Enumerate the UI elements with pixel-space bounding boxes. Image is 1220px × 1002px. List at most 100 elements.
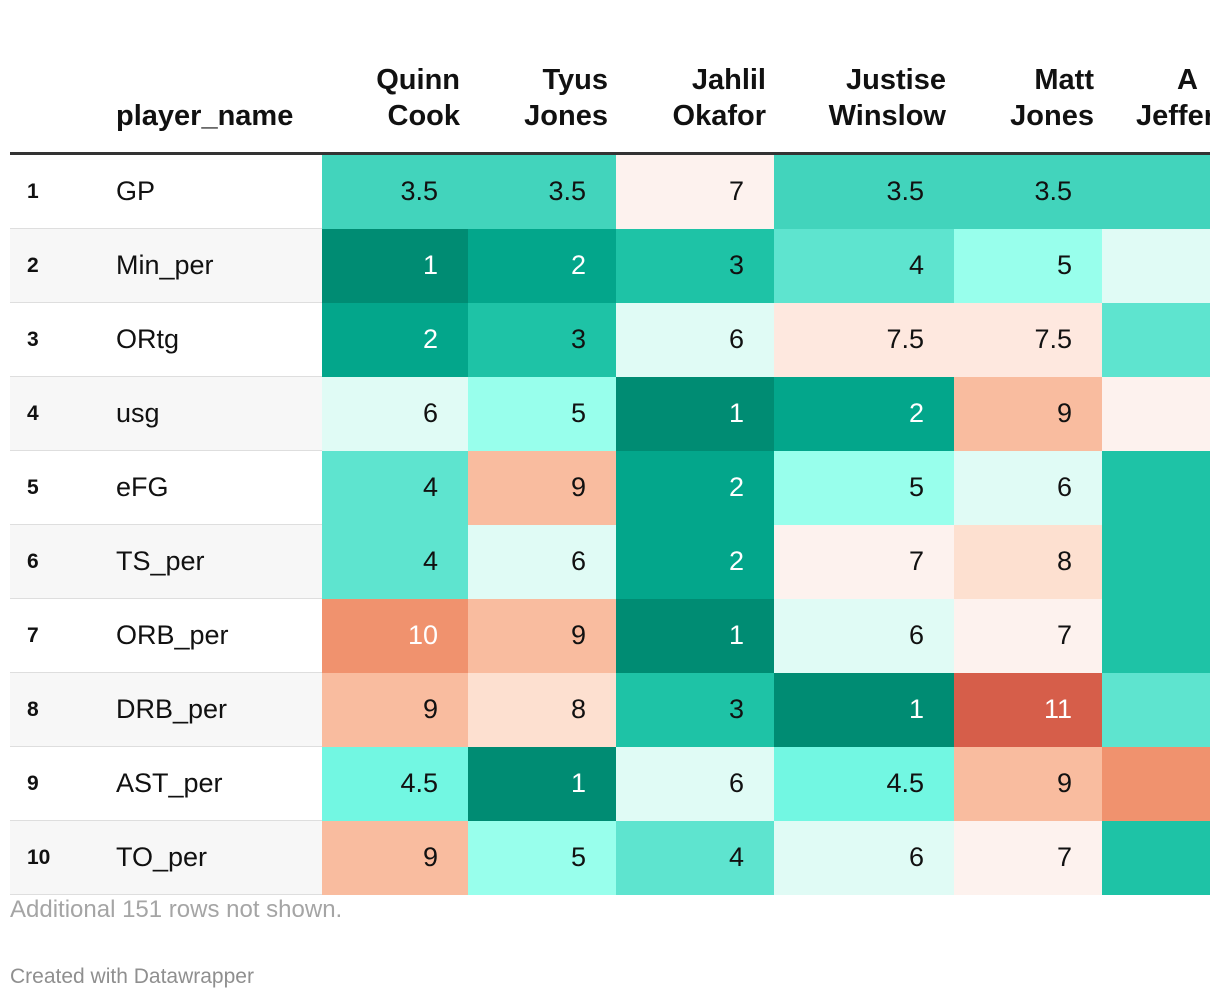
data-table-wrapper: player_name Quinn Cook Tyus Jones Jahlil… [10, 0, 1210, 895]
rank-value-cell: 1 [774, 672, 954, 747]
row-rank: 7 [10, 598, 84, 673]
player-first-name: Tyus [542, 64, 608, 96]
rank-value-cell: 2 [468, 228, 616, 303]
rank-value-cell: 3.5 [468, 153, 616, 229]
rank-value-cell: 1 [322, 228, 468, 303]
rank-value-cell [1102, 153, 1210, 229]
header-player-5: Matt Jones [954, 0, 1102, 155]
rank-value-cell: 9 [322, 820, 468, 895]
rank-value-cell: 9 [954, 746, 1102, 821]
rank-value-cell: 6 [774, 820, 954, 895]
rank-value-cell [1102, 302, 1210, 377]
rank-value-cell [1102, 524, 1210, 599]
rank-value-cell: 5 [954, 228, 1102, 303]
table-row: 2 Min_per 1 2 3 4 5 [10, 228, 1210, 303]
header-row: player_name Quinn Cook Tyus Jones Jahlil… [10, 0, 1210, 155]
rank-value-cell: 4 [616, 820, 774, 895]
rank-value-cell: 1 [616, 598, 774, 673]
player-last-name: Jones [1010, 100, 1094, 132]
stat-name: eFG [84, 450, 322, 525]
rank-value-cell: 7 [616, 153, 774, 229]
player-first-name: Matt [1034, 64, 1094, 96]
rows-not-shown-note: Additional 151 rows not shown. [10, 896, 343, 923]
rank-value-cell: 6 [322, 376, 468, 451]
table-row: 4 usg 6 5 1 2 9 [10, 376, 1210, 451]
player-last-name: Cook [387, 100, 461, 132]
rank-value-cell: 7 [954, 820, 1102, 895]
rank-value-cell: 3 [468, 302, 616, 377]
rank-value-cell: 4 [322, 524, 468, 599]
table-row: 5 eFG 4 9 2 5 6 [10, 450, 1210, 525]
table-row: 1 GP 3.5 3.5 7 3.5 3.5 [10, 153, 1210, 229]
rank-value-cell: 3 [616, 672, 774, 747]
row-rank: 5 [10, 450, 84, 525]
row-rank: 3 [10, 302, 84, 377]
stat-name: TS_per [84, 524, 322, 599]
rank-value-cell: 8 [468, 672, 616, 747]
header-player-2: Tyus Jones [468, 0, 616, 155]
row-rank: 6 [10, 524, 84, 599]
table-header: player_name Quinn Cook Tyus Jones Jahlil… [10, 0, 1210, 155]
rank-value-cell: 7.5 [774, 302, 954, 377]
datawrapper-credit: Created with Datawrapper [10, 965, 254, 988]
rank-value-cell: 9 [468, 450, 616, 525]
rank-value-cell: 9 [468, 598, 616, 673]
rank-value-cell: 10 [322, 598, 468, 673]
table-row: 3 ORtg 2 3 6 7.5 7.5 [10, 302, 1210, 377]
rank-value-cell [1102, 228, 1210, 303]
player-first-name: Justise [846, 64, 946, 96]
header-player-3: Jahlil Okafor [616, 0, 774, 155]
header-player-4: Justise Winslow [774, 0, 954, 155]
stat-name: GP [84, 153, 322, 229]
rank-value-cell [1102, 820, 1210, 895]
rank-value-cell: 6 [774, 598, 954, 673]
rank-value-cell: 4 [774, 228, 954, 303]
stat-name: TO_per [84, 820, 322, 895]
rank-value-cell: 7 [954, 598, 1102, 673]
stat-name: ORtg [84, 302, 322, 377]
rank-value-cell: 6 [954, 450, 1102, 525]
rank-value-cell [1102, 746, 1210, 821]
rank-value-cell: 5 [468, 376, 616, 451]
player-last-name: Jeffer [1136, 100, 1210, 132]
rank-value-cell: 6 [616, 746, 774, 821]
rank-value-cell: 8 [954, 524, 1102, 599]
rank-value-cell: 4.5 [322, 746, 468, 821]
rank-value-cell: 2 [616, 524, 774, 599]
rank-value-cell: 9 [322, 672, 468, 747]
player-first-name: A [1177, 64, 1198, 96]
stat-name: usg [84, 376, 322, 451]
player-last-name: Winslow [828, 100, 946, 132]
rank-value-cell: 6 [616, 302, 774, 377]
rank-value-cell [1102, 450, 1210, 525]
rank-value-cell: 4 [322, 450, 468, 525]
stat-name: AST_per [84, 746, 322, 821]
player-last-name: Okafor [672, 100, 766, 132]
rank-value-cell [1102, 598, 1210, 673]
rank-value-cell: 3 [616, 228, 774, 303]
player-first-name: Quinn [376, 64, 460, 96]
rank-value-cell: 4.5 [774, 746, 954, 821]
rank-value-cell: 2 [322, 302, 468, 377]
stat-name: DRB_per [84, 672, 322, 747]
rank-value-cell: 2 [774, 376, 954, 451]
rank-value-cell [1102, 672, 1210, 747]
header-player-1: Quinn Cook [322, 0, 468, 155]
row-rank: 4 [10, 376, 84, 451]
row-rank: 8 [10, 672, 84, 747]
rank-value-cell: 1 [616, 376, 774, 451]
header-player-6: A Jeffer [1102, 0, 1210, 155]
rank-value-cell: 1 [468, 746, 616, 821]
row-rank: 10 [10, 820, 84, 895]
rank-value-cell: 5 [468, 820, 616, 895]
stat-name: ORB_per [84, 598, 322, 673]
stat-name: Min_per [84, 228, 322, 303]
rank-value-cell: 3.5 [954, 153, 1102, 229]
rank-value-cell: 7 [774, 524, 954, 599]
header-rank-column [10, 0, 84, 155]
rank-value-cell: 5 [774, 450, 954, 525]
row-rank: 2 [10, 228, 84, 303]
rank-value-cell: 3.5 [322, 153, 468, 229]
table-row: 9 AST_per 4.5 1 6 4.5 9 [10, 746, 1210, 821]
rank-heatmap-table: player_name Quinn Cook Tyus Jones Jahlil… [10, 0, 1210, 895]
